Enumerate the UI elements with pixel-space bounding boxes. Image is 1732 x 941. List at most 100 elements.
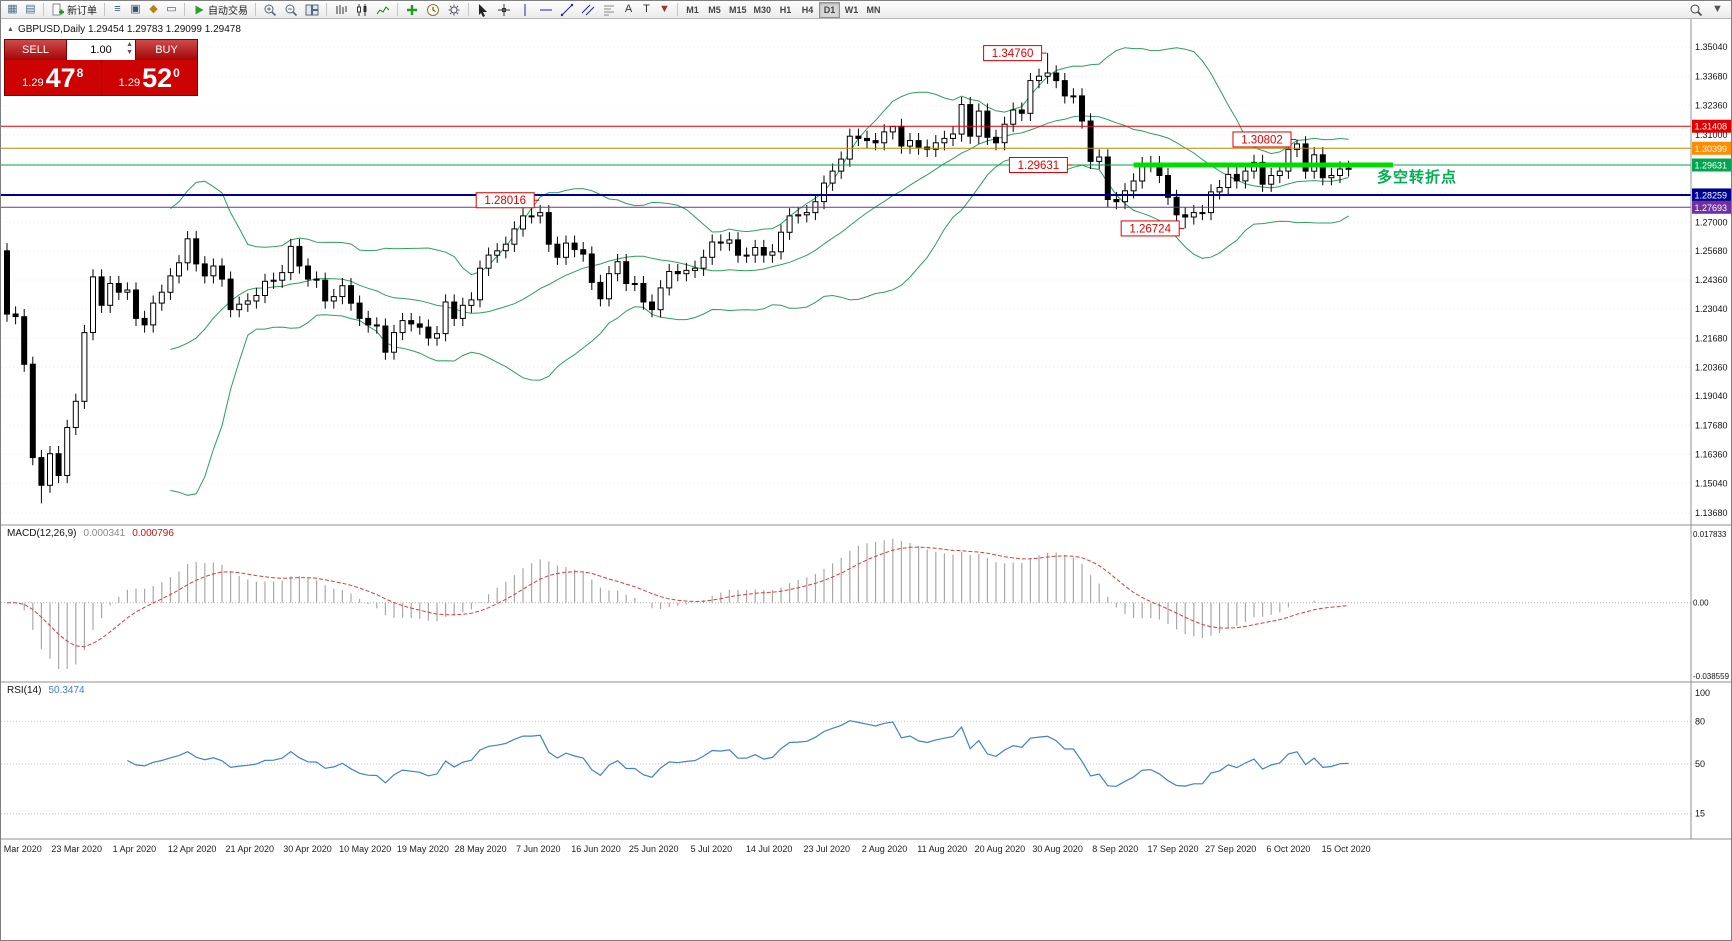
rsi-axis-label: 15	[1695, 809, 1705, 819]
horizontal-line-button[interactable]	[536, 2, 556, 18]
market-watch-button[interactable]: ≡	[109, 2, 126, 18]
candle-body	[872, 140, 879, 144]
price-callout[interactable]: 1.28016	[475, 192, 540, 209]
candle-body	[1268, 175, 1275, 185]
candle-body	[657, 287, 664, 311]
periods-button[interactable]	[423, 2, 443, 18]
price-callout[interactable]: 1.29631	[1008, 157, 1073, 174]
text-button[interactable]: A	[620, 2, 637, 18]
candle-body	[1225, 173, 1232, 188]
timeframe-h4-button[interactable]: H4	[797, 2, 818, 18]
chart-symbol-info: ▲ GBPUSD,Daily 1.29454 1.29783 1.29099 1…	[7, 24, 241, 35]
channel-button[interactable]	[578, 2, 598, 18]
fibonacci-button[interactable]	[599, 2, 619, 18]
candlestick-chart-icon	[357, 3, 367, 16]
new-order-button[interactable]: 新订单	[48, 2, 100, 18]
timeframe-m30-button[interactable]: M30	[751, 2, 775, 18]
macd-panel-area[interactable]	[1, 538, 1691, 669]
auto-trading-button[interactable]: 自动交易	[189, 2, 251, 18]
candle-body	[907, 140, 913, 147]
candle-body	[468, 299, 475, 306]
new-order-icon	[52, 3, 64, 15]
data-window-button[interactable]: ▣	[127, 2, 144, 18]
indicators-button[interactable]	[402, 2, 422, 18]
bar-chart-button[interactable]	[331, 2, 351, 18]
cursor-button[interactable]	[473, 2, 493, 18]
volume-down-button[interactable]: ▼	[126, 49, 133, 56]
trendline-button[interactable]	[557, 2, 577, 18]
candle-body	[803, 212, 810, 216]
timeframe-mn-button[interactable]: MN	[863, 2, 884, 18]
candle-body	[778, 231, 784, 253]
sell-price-big: 47	[45, 63, 76, 93]
timeframe-m5-button[interactable]: M5	[704, 2, 725, 18]
timeframe-d1-button[interactable]: D1	[819, 1, 841, 18]
price-callout[interactable]: 1.30802	[1232, 131, 1296, 148]
price-callout[interactable]: 1.34760	[983, 45, 1047, 62]
sell-price-button[interactable]: 1.29 47 8	[5, 60, 101, 95]
buy-price-button[interactable]: 1.29 52 0	[102, 60, 198, 95]
candle-body	[210, 265, 217, 277]
indicators-icon	[407, 4, 417, 15]
candle-body	[1216, 187, 1223, 193]
candle-body	[279, 272, 286, 281]
periods-icon	[427, 3, 439, 16]
chart-search-button[interactable]	[1686, 2, 1706, 18]
candle-body	[1087, 120, 1094, 162]
zoom-in-button[interactable]	[260, 2, 280, 18]
candle-body	[1294, 143, 1300, 150]
buy-button[interactable]: BUY	[136, 40, 197, 60]
candle-body	[1122, 190, 1128, 203]
candle-body	[141, 317, 148, 326]
tile-windows-icon	[305, 4, 319, 15]
tile-windows-button[interactable]	[302, 2, 322, 18]
timeframe-m15-button[interactable]: M15	[726, 2, 750, 18]
candle-body	[1259, 161, 1266, 185]
navigator-button[interactable]: ◆	[145, 2, 162, 18]
price-callout-text: 1.26724	[1129, 223, 1171, 235]
candle-body	[494, 250, 501, 256]
date-axis-label: 10 May 2020	[339, 844, 391, 854]
profiles-button[interactable]: ▤	[22, 2, 39, 18]
candle-body	[201, 263, 208, 277]
candle-body	[898, 125, 905, 147]
candle-body	[915, 140, 922, 148]
candle-body	[1165, 175, 1171, 198]
volume-field[interactable]: 1.00 ▲ ▼	[66, 40, 136, 60]
vertical-line-button[interactable]	[515, 2, 535, 18]
crosshair-button[interactable]	[494, 2, 514, 18]
macd-axis-label: -0.038559	[1693, 672, 1730, 681]
bar-chart-icon	[336, 4, 347, 14]
price-tag-text: 1.31408	[1695, 122, 1728, 132]
sell-button[interactable]: SELL	[5, 40, 66, 60]
timeframe-h1-button[interactable]: H1	[775, 2, 796, 18]
toolbar-separator	[184, 3, 185, 16]
price-callout-text: 1.30802	[1241, 134, 1283, 146]
new-chart-button[interactable]: ▦	[4, 2, 21, 18]
data-window-icon: ▣	[130, 3, 141, 15]
templates-button[interactable]	[444, 2, 464, 18]
price-chart-area[interactable]: 1.34760 1.30802 1.29631 1.28016 1.26724	[1, 45, 1691, 514]
price-axis-label: 1.32360	[1695, 100, 1728, 110]
turning-point-annotation[interactable]: 多空转折点	[1377, 169, 1458, 186]
terminal-button[interactable]: ▭	[163, 2, 180, 18]
candle-body	[47, 453, 53, 486]
timeframe-w1-button[interactable]: W1	[841, 2, 862, 18]
arrows-button[interactable]: ▼	[656, 2, 673, 18]
rsi-panel-area[interactable]	[1, 720, 1691, 815]
candle-body	[700, 256, 707, 269]
toolbar-separator	[326, 3, 327, 16]
volume-up-button[interactable]: ▲	[126, 41, 133, 48]
line-chart-button[interactable]	[373, 2, 393, 18]
candlestick-chart-button[interactable]	[352, 2, 372, 18]
toolbar-menu-button[interactable]: ▼	[1709, 2, 1726, 18]
text-label-button[interactable]: T	[638, 2, 655, 18]
date-axis-label: 8 Sep 2020	[1092, 844, 1138, 854]
price-tag	[1692, 158, 1731, 172]
candle-body	[485, 254, 492, 269]
zoom-out-button[interactable]	[281, 2, 301, 18]
timeframe-m1-button[interactable]: M1	[682, 2, 703, 18]
price-callout[interactable]: 1.26724	[1120, 220, 1185, 237]
